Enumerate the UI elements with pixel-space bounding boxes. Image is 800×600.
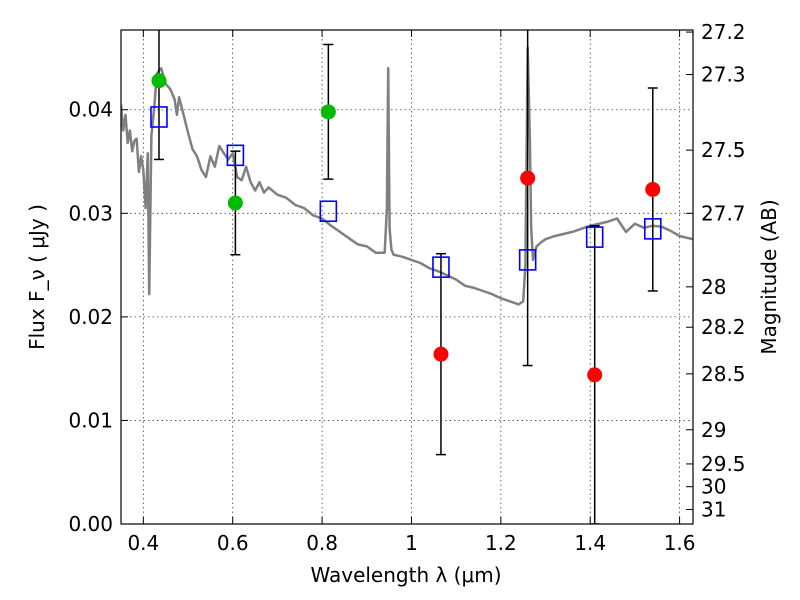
x-axis-title: Wavelength λ (μm): [310, 563, 501, 587]
x-tick-label: 0.6: [217, 531, 249, 555]
y-tick-label: 0.04: [68, 98, 113, 122]
y-tick-label: 0.00: [68, 512, 113, 536]
model-square-marker: [150, 106, 168, 128]
x-tick-label: 1.2: [485, 531, 517, 555]
y-tick-label: 0.01: [68, 408, 113, 432]
red-data-point: [520, 170, 536, 186]
red-data-point: [645, 181, 661, 197]
y2-tick-label: 28: [701, 275, 726, 299]
y-axis-title: Flux F_ν ( μJy ): [25, 204, 49, 350]
y2-tick-label: 29.5: [701, 452, 746, 476]
plot-frame: [120, 29, 694, 525]
green-data-point: [151, 73, 167, 89]
model-square-marker: [518, 249, 537, 271]
y2-tick-label: 31: [701, 498, 726, 522]
y2-tick-label: 28.2: [701, 315, 746, 339]
y2-tick-label: 27.3: [701, 63, 746, 87]
y-tick-label: 0.02: [68, 305, 113, 329]
points-layer: [150, 73, 662, 383]
model-square-marker: [432, 256, 450, 278]
green-data-point: [320, 104, 336, 120]
red-data-point: [587, 367, 603, 383]
x-tick-label: 0.8: [306, 531, 338, 555]
green-data-point: [227, 195, 243, 211]
model-square-marker: [319, 200, 338, 223]
y-tick-label: 0.03: [68, 201, 113, 225]
x-tick-label: 0.4: [127, 531, 159, 555]
model-square-marker: [643, 218, 662, 240]
model-square-marker: [585, 226, 604, 248]
y2-tick-label: 27.7: [701, 201, 746, 225]
red-data-point: [433, 346, 449, 362]
y2-tick-label: 28.5: [701, 362, 746, 386]
model-square-marker: [226, 144, 245, 167]
y2-tick-label: 27.2: [701, 20, 746, 44]
y2-axis-title: Magnitude (AB): [757, 199, 781, 354]
y2-tick-label: 30: [701, 475, 726, 499]
x-tick-label: 1.4: [574, 531, 606, 555]
y2-tick-label: 29: [701, 418, 726, 442]
plot-area: [121, 30, 693, 524]
x-tick-label: 1: [405, 531, 418, 555]
x-tick-label: 1.6: [664, 531, 696, 555]
ticks: 0.4 0.6 0.8 1 1.2 1.4 1.6 0.00 0.01 0.02 0.03 0.04 2…: [68, 20, 745, 555]
y2-tick-label: 27.5: [701, 138, 746, 162]
